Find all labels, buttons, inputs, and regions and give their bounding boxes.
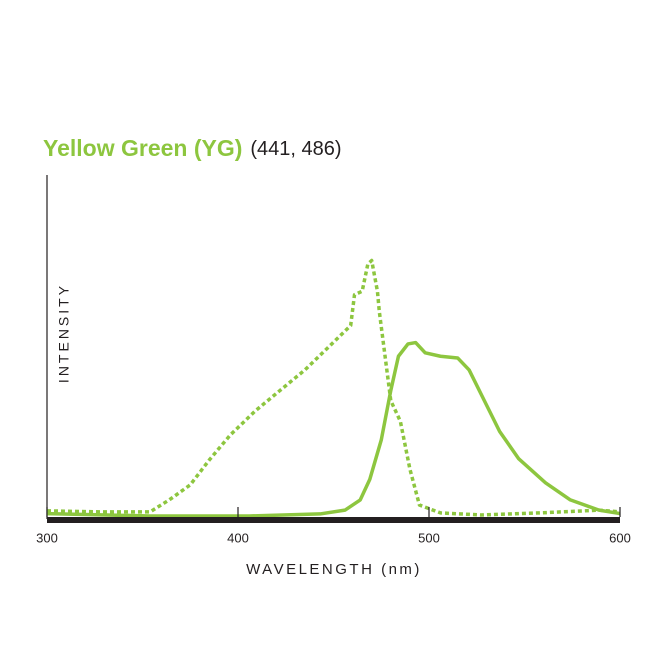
x-tick-label: 300 [36,530,58,545]
title: Yellow Green (YG) [43,135,242,161]
x-axis-label: WAVELENGTH (nm) [246,561,422,578]
chart-title: Yellow Green (YG) (441, 486) [43,135,342,161]
subtitle: (441, 486) [250,138,341,160]
excitation-line [46,258,621,517]
x-tick-label: 600 [609,530,631,545]
x-tick-label: 500 [418,530,440,545]
x-axis [47,517,620,523]
emission-line [46,340,621,518]
x-tick-label: 400 [227,530,249,545]
y-axis-label: INTENSITY [56,283,72,383]
